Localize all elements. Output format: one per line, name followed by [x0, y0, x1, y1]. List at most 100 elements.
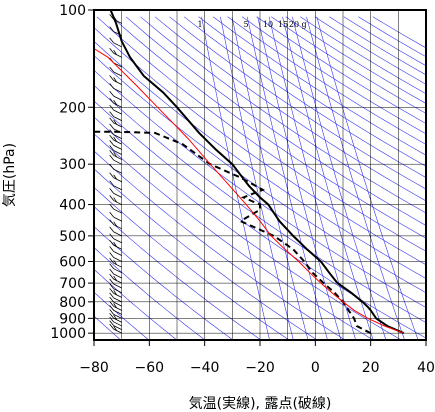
mixing-ratio-labels: 1 5 10 15 20 g [197, 20, 306, 29]
barb-staff [113, 278, 122, 284]
temperature-line [109, 10, 405, 335]
mixing-ratio-line [246, 16, 328, 340]
barb-flag [109, 246, 114, 252]
y-tick-label: 100 [59, 3, 86, 19]
dry-adiabat [271, 16, 426, 114]
barb-staff [113, 150, 122, 155]
y-tick-label: 600 [59, 254, 86, 270]
dry-adiabat [183, 16, 426, 178]
barb-staff [113, 314, 122, 319]
wind-barb [109, 211, 122, 222]
dry-adiabat [140, 16, 426, 214]
barb-flag [109, 140, 114, 146]
dry-adiabat [154, 16, 426, 202]
barb-flag [109, 47, 114, 54]
dry-adiabat [94, 40, 426, 279]
wind-barb [109, 90, 122, 101]
barb-flag [109, 226, 114, 233]
y-tick-label: 1000 [50, 326, 86, 342]
barb-flag [109, 219, 114, 225]
barb-flag [113, 325, 117, 331]
mixing-ratio-line [268, 16, 356, 340]
barb-staff [113, 102, 122, 108]
mixing-ratio-label: 10 [263, 20, 273, 29]
x-axis-ticks: −80 −60 −40 −20 0 20 40 [79, 340, 435, 376]
y-axis-title: 気圧(hPa) [2, 143, 18, 207]
barb-flag [109, 172, 114, 178]
barb-flag [113, 221, 117, 227]
wind-barb [109, 219, 122, 230]
dry-adiabat [300, 16, 426, 95]
barb-staff [113, 321, 122, 327]
x-axis-title: 気温(実線), 露点(破線) [189, 396, 332, 412]
barb-flag [109, 26, 114, 32]
barb-flag [113, 259, 117, 265]
barb-staff [113, 95, 122, 101]
mixing-ratio-line [316, 16, 419, 340]
barb-staff [113, 231, 122, 237]
barb-staff [113, 251, 122, 256]
wind-barb [109, 140, 122, 150]
y-tick-label: 900 [59, 311, 86, 327]
barb-staff [113, 52, 122, 58]
wind-barb [109, 246, 122, 256]
barb-staff [113, 301, 122, 307]
barb-staff [113, 168, 122, 174]
barb-flag [109, 129, 114, 135]
barb-flag [109, 268, 114, 275]
barb-staff [113, 257, 122, 262]
mixing-ratio-label: 15 [278, 20, 288, 29]
barb-flag [113, 303, 117, 309]
reference-lines [94, 16, 426, 340]
mixing-ratio-line [292, 16, 387, 340]
barb-flag [109, 75, 114, 81]
y-tick-label: 300 [59, 157, 86, 173]
barb-flag [109, 111, 114, 117]
barb-flag [109, 37, 114, 44]
wind-barb [109, 104, 122, 115]
wind-barb [109, 129, 122, 139]
barb-flag [109, 117, 114, 124]
barb-staff [113, 109, 122, 115]
dry-adiabat [343, 16, 426, 67]
wind-barb [109, 273, 122, 284]
wind-barb [109, 154, 122, 165]
barb-staff [113, 193, 122, 198]
barb-staff [113, 297, 122, 303]
wind-barbs [109, 10, 122, 334]
dry-adiabat [94, 69, 426, 308]
dry-adiabat [198, 16, 426, 167]
wind-barb [109, 283, 122, 294]
mixing-ratio-line [257, 16, 342, 340]
barb-flag [109, 296, 114, 303]
wind-barb [109, 278, 122, 289]
barb-staff [113, 273, 122, 279]
dry-adiabat [285, 16, 426, 104]
mixing-ratio-label: g [301, 20, 306, 29]
wind-barb [109, 233, 122, 244]
barb-staff [113, 216, 122, 222]
barb-staff [113, 42, 122, 48]
wind-barb [109, 188, 122, 198]
dry-adiabat [256, 16, 426, 124]
barb-flag [113, 100, 117, 106]
barb-staff [113, 145, 122, 150]
wind-barb [109, 252, 122, 262]
barb-flag [109, 145, 114, 151]
barb-flag [113, 197, 117, 203]
barb-flag [109, 180, 114, 187]
wind-barb [109, 296, 122, 307]
barb-flag [109, 123, 114, 130]
mixing-ratio-line [282, 16, 374, 340]
barb-flag [109, 323, 114, 330]
barb-flag [109, 312, 114, 319]
barb-flag [109, 252, 114, 258]
wind-barb [109, 316, 122, 327]
x-tick-label: −40 [190, 360, 220, 376]
barb-staff [113, 139, 122, 145]
barb-flag [109, 83, 114, 89]
barb-flag [109, 292, 114, 299]
x-tick-label: 40 [417, 360, 435, 376]
wind-barb [109, 268, 122, 279]
